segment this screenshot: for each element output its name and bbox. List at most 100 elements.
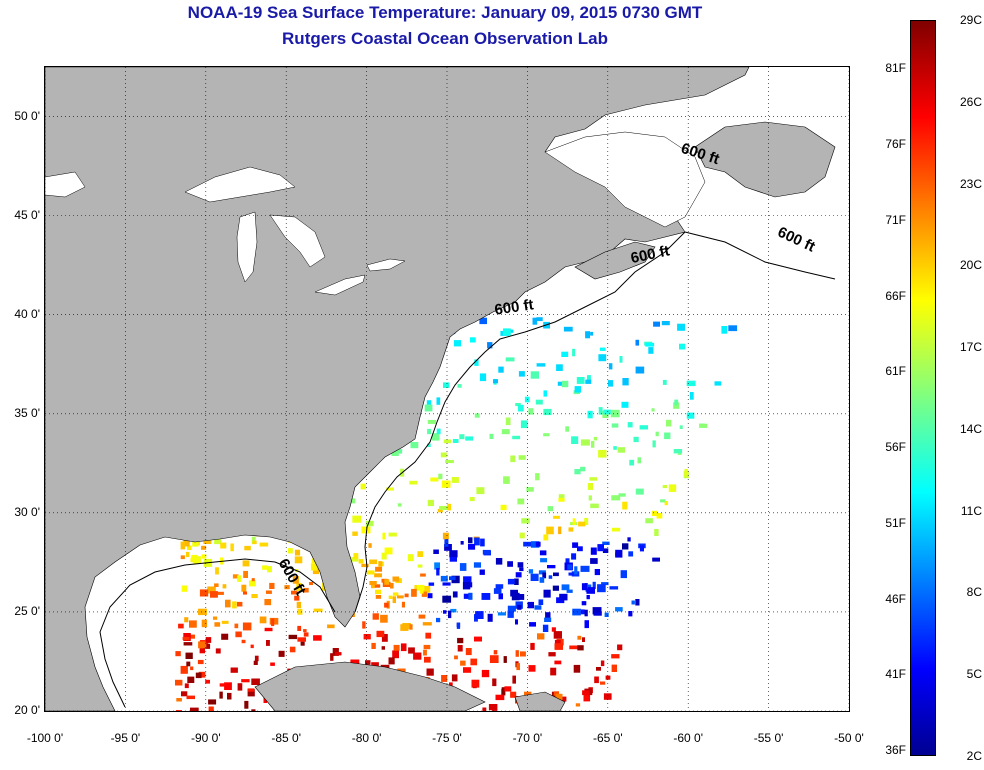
sst-pixel [443, 610, 447, 614]
sst-pixel [434, 562, 440, 570]
sst-pixel [468, 537, 473, 544]
sst-pixel [572, 542, 579, 548]
sst-pixel [608, 380, 614, 387]
sst-pixel [392, 576, 400, 582]
sst-pixel [462, 581, 471, 590]
sst-pixel [181, 691, 188, 697]
land-nova-scotia [574, 241, 656, 280]
grid-lines [45, 67, 849, 711]
sst-pixel [656, 513, 663, 519]
sst-pixel [527, 601, 534, 609]
sst-pixel [593, 436, 598, 441]
sst-pixel [476, 487, 485, 495]
sst-pixel [313, 608, 323, 612]
sst-pixel [652, 440, 656, 448]
sst-pixel [590, 547, 597, 555]
sst-pixel [535, 541, 541, 547]
sst-pixel [582, 690, 590, 696]
sst-pixel [480, 538, 485, 547]
sst-pixel [303, 632, 309, 637]
sst-map: 600 ft 600 ft 600 ft 600 ft 600 ft [44, 66, 850, 712]
sst-pixel [572, 610, 579, 616]
sst-pixel [468, 592, 473, 600]
sst-pixel [628, 551, 634, 557]
sst-pixel [388, 532, 397, 537]
sst-pixel [214, 583, 219, 587]
sst-pixel [241, 639, 246, 644]
sst-pixel [576, 377, 585, 384]
sst-pixel [489, 433, 494, 439]
latitude-tick-label: 35 0' [14, 405, 40, 420]
sst-pixel [452, 439, 459, 443]
sst-pixel [181, 585, 187, 592]
colorbar-celsius-label: 5C [966, 667, 982, 682]
sst-pixel [392, 592, 399, 596]
sst-pixel [574, 566, 578, 575]
sst-pixel [438, 473, 443, 480]
sst-pixel [652, 510, 658, 516]
sst-pixel [350, 659, 360, 665]
sst-pixel [493, 588, 502, 594]
sst-pixel [518, 455, 526, 460]
sst-pixel [517, 404, 524, 412]
sst-pixel [661, 321, 670, 326]
colorbar-fahrenheit-label: 46F [885, 591, 906, 606]
sst-pixel [538, 570, 546, 575]
sst-pixel [288, 634, 298, 640]
sst-pixel [242, 560, 250, 567]
sst-pixel [574, 386, 581, 393]
sst-pixel [479, 373, 487, 382]
sst-pixel [436, 428, 441, 435]
sst-pixel [214, 622, 221, 627]
sst-pixel [421, 591, 428, 597]
sst-pixel [569, 645, 578, 650]
sst-pixel [495, 558, 503, 565]
sst-pixel [510, 589, 518, 597]
sst-pixel [581, 601, 587, 606]
sst-pixel [332, 648, 339, 656]
sst-pixel [270, 662, 275, 666]
latitude-tick-label: 30 0' [14, 504, 40, 519]
sst-pixel [572, 518, 576, 525]
sst-pixel [673, 449, 683, 454]
sst-pixel [475, 611, 484, 619]
sst-pixel [187, 545, 192, 551]
sst-pixel [530, 371, 539, 379]
sst-pixel [622, 501, 628, 510]
sst-pixel [413, 652, 422, 660]
lake-michigan [236, 211, 258, 283]
land-cuba [254, 661, 486, 711]
sst-pixel [684, 468, 688, 477]
sst-pixel [423, 649, 427, 656]
sst-pixel [514, 578, 519, 585]
sst-pixel [235, 631, 242, 638]
sst-pixel [184, 617, 189, 623]
sst-pixel [230, 667, 238, 673]
sst-pixel [371, 642, 376, 649]
sst-pixel [350, 498, 356, 504]
latitude-tick-label: 50 0' [14, 108, 40, 123]
sst-pixel [225, 599, 231, 608]
sst-pixel [350, 557, 359, 562]
sst-pixel [654, 529, 659, 536]
sst-pixel [542, 572, 547, 579]
sst-pixel [474, 359, 479, 366]
sst-pixel [584, 517, 589, 525]
depth-label-600ft: 600 ft [493, 296, 534, 318]
sst-pixel [519, 567, 524, 572]
sst-pixel [540, 558, 548, 563]
sst-pixel [590, 331, 594, 336]
sst-pixel [543, 534, 549, 541]
sst-pixel [504, 686, 512, 692]
longitude-tick-label: -75 0' [432, 731, 462, 745]
sst-pixel [686, 412, 695, 419]
sst-pixel [426, 668, 434, 676]
sst-pixel [450, 608, 457, 613]
lake-erie [314, 274, 366, 296]
sst-pixel [433, 549, 439, 554]
sst-pixel [252, 540, 257, 545]
sst-pixel [481, 593, 491, 600]
sst-pixel [382, 532, 386, 540]
sst-pixel [474, 636, 482, 642]
sst-pixel [422, 586, 431, 593]
